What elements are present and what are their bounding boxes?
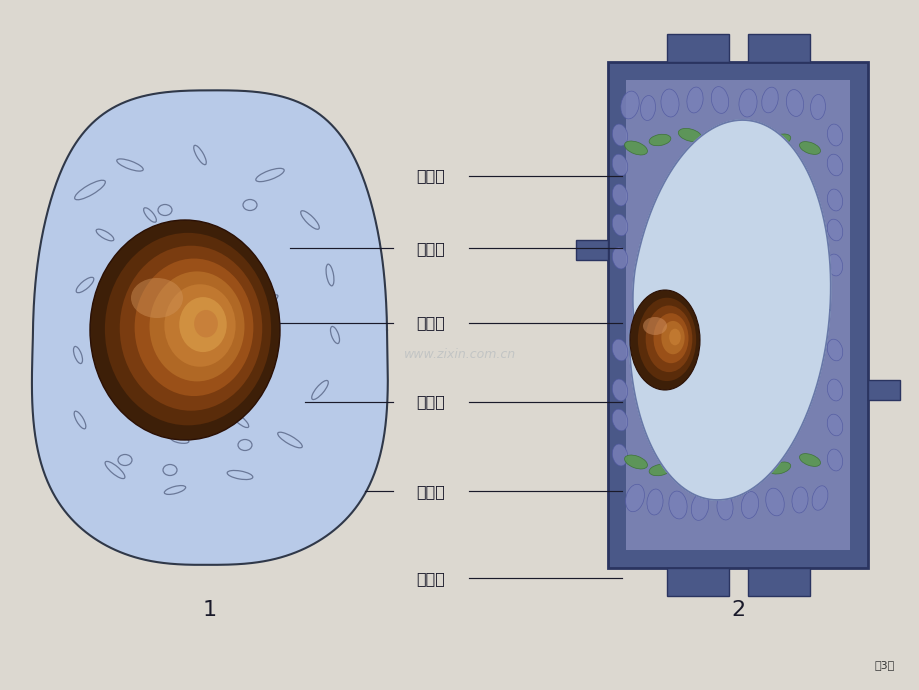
Bar <box>666 34 728 62</box>
Ellipse shape <box>612 379 627 401</box>
Ellipse shape <box>637 297 696 381</box>
Ellipse shape <box>624 455 647 469</box>
Ellipse shape <box>612 184 627 206</box>
Ellipse shape <box>660 89 678 117</box>
Ellipse shape <box>611 214 627 236</box>
Ellipse shape <box>640 95 655 121</box>
Ellipse shape <box>625 484 643 512</box>
Ellipse shape <box>646 489 663 515</box>
Ellipse shape <box>165 284 235 367</box>
Ellipse shape <box>119 246 262 411</box>
Bar <box>867 380 899 400</box>
Text: www.zixin.com.cn: www.zixin.com.cn <box>403 348 516 362</box>
Ellipse shape <box>105 233 271 425</box>
Ellipse shape <box>611 409 627 431</box>
Ellipse shape <box>791 487 807 513</box>
Ellipse shape <box>826 414 842 436</box>
Ellipse shape <box>768 462 789 474</box>
Ellipse shape <box>738 89 756 117</box>
Ellipse shape <box>799 141 820 155</box>
Ellipse shape <box>612 444 627 466</box>
Ellipse shape <box>716 494 732 520</box>
Ellipse shape <box>686 87 702 113</box>
Polygon shape <box>32 90 388 565</box>
Text: 細胞質: 細胞質 <box>415 394 445 409</box>
Ellipse shape <box>811 486 827 510</box>
Ellipse shape <box>194 310 218 337</box>
Ellipse shape <box>826 189 842 211</box>
Bar <box>747 568 809 596</box>
Text: 1: 1 <box>203 600 217 620</box>
Text: 第3頁: 第3頁 <box>874 660 894 670</box>
Ellipse shape <box>826 379 842 401</box>
Ellipse shape <box>826 154 842 176</box>
Ellipse shape <box>661 321 684 354</box>
Ellipse shape <box>765 489 783 516</box>
Ellipse shape <box>624 141 647 155</box>
Ellipse shape <box>630 290 699 390</box>
Text: 液　胞: 液 胞 <box>415 241 445 256</box>
Ellipse shape <box>761 87 777 113</box>
Ellipse shape <box>652 313 687 363</box>
Ellipse shape <box>741 491 758 518</box>
Bar <box>607 62 867 568</box>
Ellipse shape <box>620 91 639 119</box>
Ellipse shape <box>668 328 680 345</box>
Ellipse shape <box>826 339 842 361</box>
Ellipse shape <box>612 124 627 146</box>
Text: 細胞壁: 細胞壁 <box>415 571 445 586</box>
Ellipse shape <box>677 469 701 482</box>
Bar <box>666 568 728 596</box>
Ellipse shape <box>649 464 670 475</box>
Ellipse shape <box>611 154 627 176</box>
Ellipse shape <box>826 219 842 241</box>
Ellipse shape <box>179 297 226 352</box>
Text: 葉綠體: 葉綠體 <box>415 168 445 184</box>
Ellipse shape <box>134 259 253 396</box>
Ellipse shape <box>826 254 842 276</box>
Ellipse shape <box>737 466 761 480</box>
Ellipse shape <box>786 90 803 117</box>
Text: 2: 2 <box>730 600 744 620</box>
Ellipse shape <box>768 134 789 146</box>
Ellipse shape <box>149 271 244 382</box>
Ellipse shape <box>668 491 686 519</box>
Ellipse shape <box>737 130 761 142</box>
Ellipse shape <box>826 449 842 471</box>
Ellipse shape <box>611 339 627 361</box>
Ellipse shape <box>709 128 731 139</box>
Ellipse shape <box>130 278 183 318</box>
Text: 細胞膜: 細胞膜 <box>415 484 445 499</box>
Ellipse shape <box>677 128 701 141</box>
Text: 細胞核: 細胞核 <box>415 315 445 331</box>
Ellipse shape <box>709 471 731 482</box>
Ellipse shape <box>799 453 820 466</box>
Ellipse shape <box>642 317 666 335</box>
Ellipse shape <box>826 124 842 146</box>
Bar <box>575 240 607 260</box>
Ellipse shape <box>810 95 824 119</box>
Ellipse shape <box>710 87 728 113</box>
Polygon shape <box>629 120 830 500</box>
Bar <box>625 80 849 550</box>
Ellipse shape <box>612 247 627 269</box>
Ellipse shape <box>649 135 670 146</box>
FancyBboxPatch shape <box>625 80 849 550</box>
Ellipse shape <box>90 220 279 440</box>
Ellipse shape <box>690 493 708 520</box>
Ellipse shape <box>645 306 692 372</box>
Bar <box>747 34 809 62</box>
